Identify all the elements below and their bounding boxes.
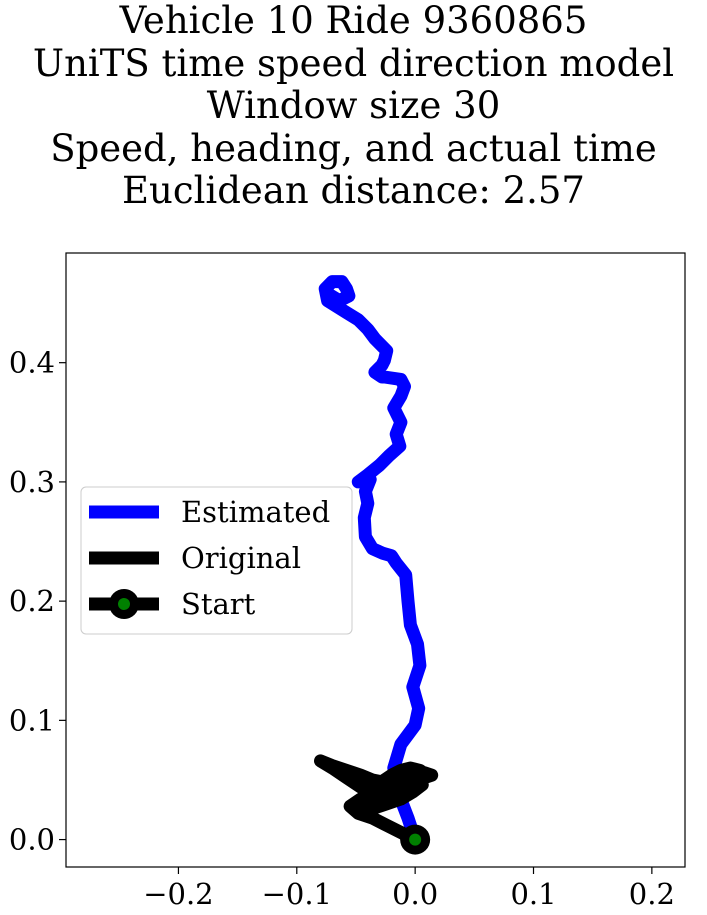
legend: Estimated Original Start xyxy=(80,486,353,635)
title-line-3: Window size 30 xyxy=(206,84,501,127)
legend-start-marker-inner xyxy=(118,598,130,610)
x-tick-label: 0.2 xyxy=(629,877,675,911)
y-tick-label: 0.1 xyxy=(9,703,55,737)
y-tick-label: 0.4 xyxy=(9,346,55,380)
title-line-2: UniTS time speed direction model xyxy=(32,41,675,85)
x-tick-label: 0.1 xyxy=(510,877,556,911)
title-line-5: Euclidean distance: 2.57 xyxy=(122,169,585,212)
legend-entry-estimated: Estimated xyxy=(89,495,330,529)
legend-entry-original: Original xyxy=(89,541,301,575)
y-tick-label: 0.2 xyxy=(9,584,55,618)
chart-title: Vehicle 10 Ride 9360865 UniTS time speed… xyxy=(0,0,707,213)
plot-data-group xyxy=(314,275,439,855)
legend-label: Start xyxy=(181,587,256,621)
y-tick-label: 0.0 xyxy=(9,823,55,857)
y-tick-label: 0.3 xyxy=(9,465,55,499)
legend-box xyxy=(80,486,353,635)
x-tick-label: −0.2 xyxy=(143,877,213,911)
original-series-line xyxy=(314,754,439,847)
start-marker-inner xyxy=(409,833,422,846)
title-line-1: Vehicle 10 Ride 9360865 xyxy=(119,0,588,42)
legend-label: Estimated xyxy=(181,495,330,529)
legend-entry-start: Start xyxy=(89,587,256,621)
plot-frame xyxy=(65,252,686,868)
legend-label: Original xyxy=(181,541,301,575)
estimated-series-line xyxy=(318,275,427,847)
title-line-4: Speed, heading, and actual time xyxy=(50,126,657,170)
x-tick-label: −0.1 xyxy=(262,877,332,911)
x-tick-label: 0.0 xyxy=(392,877,438,911)
